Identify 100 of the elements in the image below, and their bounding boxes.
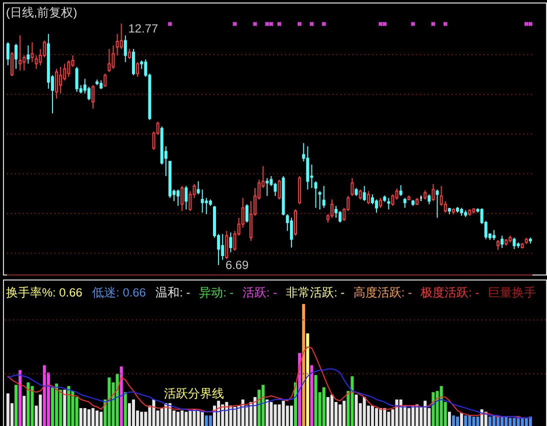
candlestick	[34, 54, 38, 70]
candlestick	[59, 66, 62, 94]
text: 高度活跃: -	[353, 285, 412, 300]
candlestick	[245, 204, 248, 224]
bar	[306, 333, 310, 426]
bar	[528, 416, 532, 426]
candlestick	[334, 205, 338, 218]
candlestick	[314, 180, 318, 208]
bar	[196, 410, 200, 426]
bar	[472, 416, 476, 426]
candlestick	[124, 35, 127, 63]
bar	[278, 404, 281, 426]
bar	[18, 370, 22, 426]
bar	[330, 394, 334, 426]
bar	[512, 418, 516, 426]
bar	[460, 412, 464, 426]
bar	[42, 365, 46, 426]
bar	[399, 400, 402, 426]
candlestick	[512, 237, 516, 250]
bar	[416, 404, 419, 426]
bar	[108, 377, 111, 426]
bar	[387, 412, 390, 426]
candlestick	[391, 194, 394, 206]
candlestick	[128, 48, 131, 60]
candlestick	[436, 189, 439, 218]
bar	[370, 406, 374, 426]
bar	[411, 406, 414, 426]
candlestick	[338, 210, 342, 224]
bar	[424, 400, 427, 426]
bar	[464, 415, 468, 426]
text: 非常活跃: -	[286, 285, 345, 300]
bar	[379, 408, 382, 426]
bar	[314, 375, 318, 426]
bar	[200, 412, 204, 426]
bar	[96, 410, 99, 426]
bar	[208, 415, 212, 426]
bar	[270, 402, 273, 426]
bar	[342, 400, 346, 426]
bar	[217, 400, 220, 426]
candlestick	[30, 42, 34, 63]
bar	[508, 418, 512, 426]
bar	[383, 408, 386, 426]
annotation: 活跃分界线	[164, 386, 224, 401]
bar	[504, 416, 508, 426]
candlestick	[358, 189, 362, 200]
bar	[38, 394, 42, 426]
candlestick	[14, 43, 18, 70]
bar	[120, 366, 123, 426]
bar	[310, 365, 314, 426]
candlestick	[26, 44, 30, 64]
bar	[262, 384, 265, 426]
candlestick	[87, 86, 90, 101]
candlestick	[492, 230, 496, 241]
candlestick	[225, 230, 228, 260]
bar	[338, 404, 342, 426]
bar	[116, 374, 119, 426]
bar	[496, 416, 500, 426]
bar	[354, 394, 358, 426]
candlestick	[120, 23, 123, 50]
candlestick	[318, 190, 322, 210]
bar	[488, 416, 492, 426]
bar	[30, 386, 34, 426]
chart-title: 换手率%: 0.66	[6, 285, 83, 300]
candlestick	[387, 197, 390, 210]
bar	[468, 415, 472, 426]
candlestick	[180, 186, 184, 212]
candlestick	[75, 66, 78, 92]
bar	[290, 406, 293, 426]
bar	[14, 384, 18, 426]
annotation: 6.69	[226, 258, 250, 272]
bar	[476, 416, 480, 426]
bar	[79, 408, 82, 426]
bar	[55, 384, 58, 426]
candlestick	[322, 186, 326, 208]
bar	[128, 403, 131, 426]
candlestick	[350, 178, 354, 196]
candlestick	[67, 60, 70, 78]
bar	[180, 410, 184, 426]
bar	[520, 418, 524, 426]
candlestick	[229, 232, 232, 253]
candlestick	[375, 199, 378, 214]
bar	[225, 402, 228, 426]
bar	[350, 376, 354, 426]
bar	[500, 416, 504, 426]
text: 低迷: 0.66	[92, 285, 146, 300]
candlestick	[136, 62, 140, 78]
bar	[302, 304, 306, 426]
candlestick	[221, 234, 224, 260]
bar	[22, 396, 26, 426]
candlestick	[366, 190, 370, 205]
bar	[322, 387, 326, 426]
bar	[204, 415, 208, 426]
text: 活跃: -	[242, 285, 278, 300]
candlestick	[200, 189, 204, 214]
candlestick	[108, 48, 111, 73]
bar	[524, 418, 528, 426]
bar	[298, 352, 302, 426]
bar	[448, 412, 451, 426]
legend-label: 极度活跃: -	[420, 285, 480, 300]
bar	[168, 403, 172, 426]
